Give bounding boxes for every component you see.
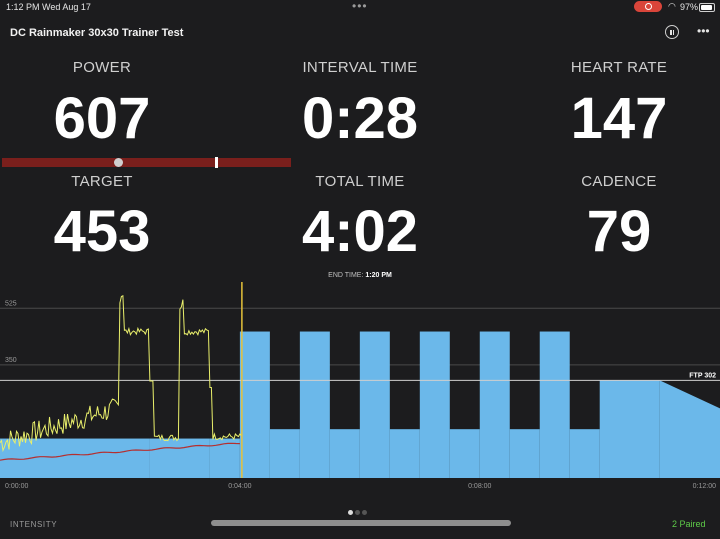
interval-time-value: 0:28 <box>301 86 419 151</box>
target-ramp <box>659 380 720 478</box>
multitasking-dots-icon[interactable]: ••• <box>352 0 368 13</box>
heart-rate-line <box>0 442 240 461</box>
target-block <box>239 331 270 478</box>
cadence-label: CADENCE <box>581 173 657 190</box>
heart-rate-value: 147 <box>570 86 668 151</box>
more-options-icon[interactable]: ••• <box>697 24 710 38</box>
page-indicator[interactable] <box>348 502 369 520</box>
status-bar: 1:12 PM Wed Aug 17 ••• ◠ 97% <box>0 0 720 14</box>
target-block <box>419 331 450 478</box>
x-tick-label: 0:08:00 <box>468 483 491 490</box>
interval-time-label: INTERVAL TIME <box>302 59 418 76</box>
target-block <box>389 429 420 478</box>
cadence-value: 79 <box>586 199 652 264</box>
power-indicator-dot <box>114 158 123 167</box>
target-block <box>299 331 330 478</box>
target-marker <box>215 157 218 168</box>
end-time-value: 1:20 PM <box>365 272 392 279</box>
screen-recording-icon[interactable] <box>634 1 662 12</box>
target-block <box>0 438 150 478</box>
power-target-bar <box>2 158 291 167</box>
power-label: POWER <box>72 59 132 76</box>
target-block <box>449 429 480 478</box>
x-tick-label: 0:04:00 <box>228 483 251 490</box>
y-tick-label: 525 <box>5 300 17 307</box>
target-block <box>359 331 390 478</box>
x-tick-label: 0:00:00 <box>5 483 28 490</box>
target-block <box>479 331 510 478</box>
power-line <box>0 295 242 453</box>
battery-icon <box>699 3 715 12</box>
target-block <box>209 438 240 478</box>
target-label: TARGET <box>71 173 133 190</box>
y-tick-label: 350 <box>5 357 17 364</box>
target-block <box>329 429 360 478</box>
total-time-label: TOTAL TIME <box>315 173 405 190</box>
date: Wed Aug 17 <box>42 2 91 12</box>
wifi-icon: ◠ <box>668 1 676 11</box>
home-indicator[interactable] <box>211 520 511 526</box>
paired-devices-status[interactable]: 2 Paired <box>672 519 706 529</box>
target-block <box>269 429 300 478</box>
target-block <box>509 429 540 478</box>
total-time-value: 4:02 <box>301 199 419 264</box>
target-block <box>149 438 210 478</box>
end-time-label: END TIME: <box>328 272 364 279</box>
heart-rate-label: HEART RATE <box>570 59 668 76</box>
target-value: 453 <box>53 199 151 264</box>
end-time: END TIME: 1:20 PM <box>250 272 470 279</box>
target-block <box>569 429 600 478</box>
x-tick-label: 0:12:00 <box>693 483 716 490</box>
battery-percent: 97% <box>680 2 699 12</box>
page-dot-1[interactable] <box>348 510 353 515</box>
power-value: 607 <box>53 86 151 151</box>
ftp-label: FTP 302 <box>689 372 716 379</box>
intensity-label[interactable]: INTENSITY <box>10 520 58 529</box>
workout-title: DC Rainmaker 30x30 Trainer Test <box>10 27 184 39</box>
target-block <box>599 380 660 478</box>
page-dot-3[interactable] <box>362 510 367 515</box>
workout-chart[interactable]: 525 350 FTP 302 0:00:00 0:04:00 0:08:00 0:12:0… <box>0 282 720 494</box>
clock: 1:12 PM <box>6 2 40 12</box>
target-block <box>539 331 570 478</box>
page-dot-2[interactable] <box>355 510 360 515</box>
pause-button[interactable] <box>665 25 679 39</box>
